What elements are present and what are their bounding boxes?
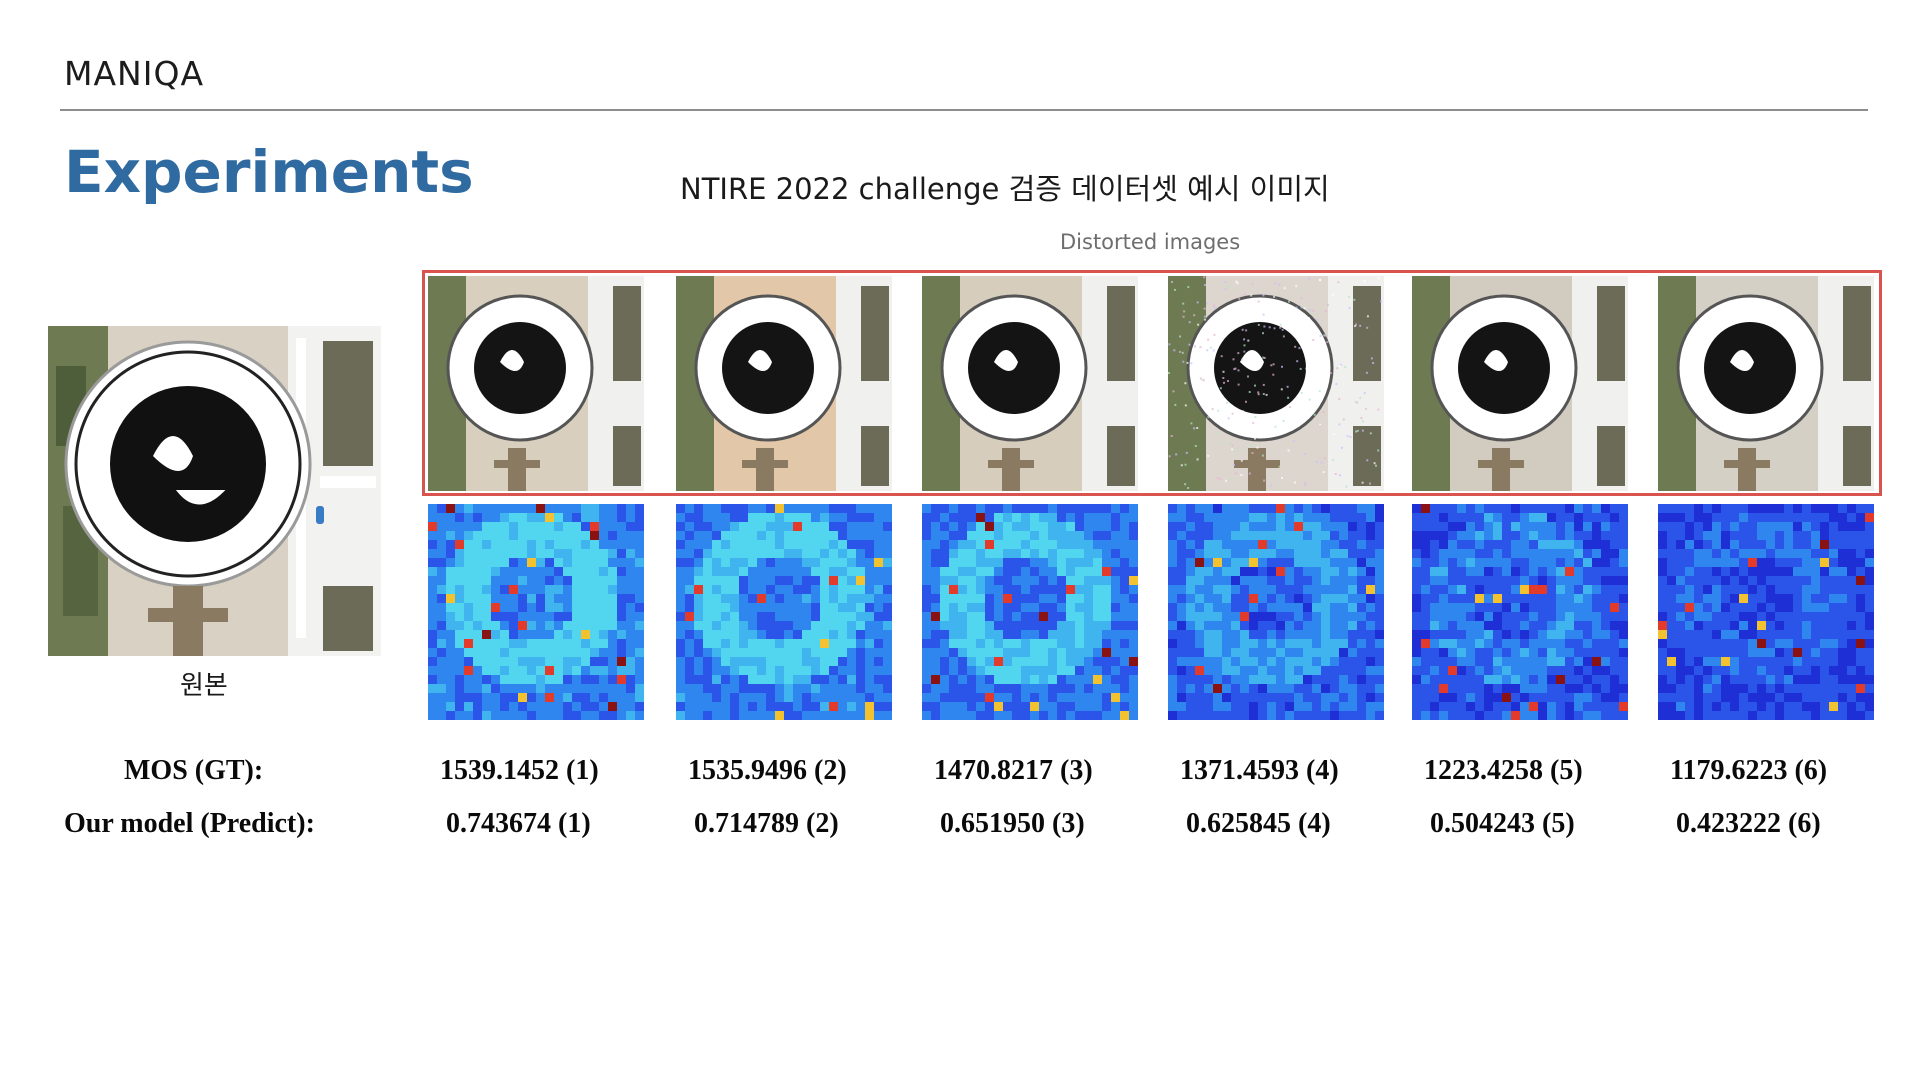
attention-heatmap-6 xyxy=(1658,504,1874,720)
page-title: Experiments xyxy=(64,138,474,206)
distorted-images-frame xyxy=(422,270,1882,496)
distorted-image-2 xyxy=(676,276,892,491)
predict-score-4: 0.625845 (4) xyxy=(1186,808,1331,839)
attention-heatmap-2 xyxy=(676,504,892,720)
predict-score-2: 0.714789 (2) xyxy=(694,808,839,839)
distorted-image-3 xyxy=(922,276,1138,491)
distorted-image-6 xyxy=(1658,276,1874,491)
attention-heatmap-4 xyxy=(1168,504,1384,720)
mos-label: MOS (GT): xyxy=(124,755,264,786)
distorted-image-4 xyxy=(1168,276,1384,491)
distorted-image-1 xyxy=(428,276,644,491)
original-image xyxy=(48,326,381,656)
predict-score-6: 0.423222 (6) xyxy=(1676,808,1821,839)
mos-score-3: 1470.8217 (3) xyxy=(934,755,1093,786)
original-caption: 원본 xyxy=(180,671,228,701)
mos-score-4: 1371.4593 (4) xyxy=(1180,755,1339,786)
brand-title: MANIQA xyxy=(64,54,205,93)
attention-heatmap-3 xyxy=(922,504,1138,720)
distorted-image-5 xyxy=(1412,276,1628,491)
header-divider xyxy=(60,109,1868,111)
predict-score-5: 0.504243 (5) xyxy=(1430,808,1575,839)
attention-heatmap-1 xyxy=(428,504,644,720)
predict-score-1: 0.743674 (1) xyxy=(446,808,591,839)
mos-score-5: 1223.4258 (5) xyxy=(1424,755,1583,786)
slide-subtitle: NTIRE 2022 challenge 검증 데이터셋 예시 이미지 xyxy=(680,172,1330,206)
mos-score-2: 1535.9496 (2) xyxy=(688,755,847,786)
mos-score-1: 1539.1452 (1) xyxy=(440,755,599,786)
predict-label: Our model (Predict): xyxy=(64,808,315,839)
predict-score-3: 0.651950 (3) xyxy=(940,808,1085,839)
mos-score-6: 1179.6223 (6) xyxy=(1670,755,1828,786)
attention-heatmap-5 xyxy=(1412,504,1628,720)
distorted-images-label: Distorted images xyxy=(1060,230,1241,254)
